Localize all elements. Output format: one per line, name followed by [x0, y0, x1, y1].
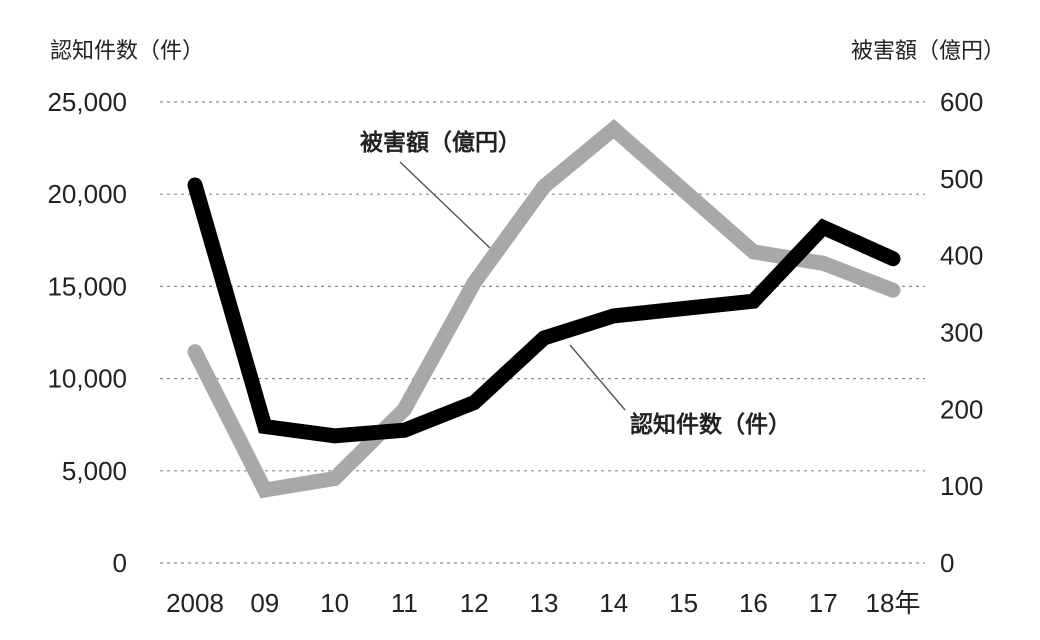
x-tick-label: 12 — [460, 588, 489, 618]
left-axis-ticks: 0 5,000 10,000 15,000 20,000 25,000 — [47, 87, 127, 578]
x-tick-label: 10 — [320, 588, 349, 618]
x-tick-label: 14 — [599, 588, 628, 618]
x-tick-label: 16 — [739, 588, 768, 618]
right-tick-label: 500 — [940, 164, 983, 194]
x-tick-label: 18年 — [866, 588, 921, 618]
x-axis-ticks: 2008 09 10 11 12 13 14 15 16 17 18年 — [166, 588, 920, 618]
x-tick-label: 2008 — [166, 588, 224, 618]
left-tick-label: 5,000 — [62, 456, 127, 486]
x-tick-label: 09 — [250, 588, 279, 618]
annotation-count: 認知件数（件） — [630, 411, 791, 438]
right-tick-label: 300 — [940, 318, 983, 348]
left-tick-label: 20,000 — [47, 179, 127, 209]
right-tick-label: 0 — [940, 548, 954, 578]
left-tick-label: 15,000 — [47, 271, 127, 301]
x-tick-label: 11 — [391, 588, 418, 618]
gridlines — [160, 101, 925, 564]
series-line-count — [187, 177, 901, 444]
left-tick-label: 10,000 — [47, 364, 127, 394]
series-lines — [187, 119, 901, 499]
right-tick-label: 400 — [940, 241, 983, 271]
right-tick-label: 600 — [940, 87, 983, 117]
annotation-leader-damage — [399, 161, 491, 249]
x-tick-label: 17 — [809, 588, 838, 618]
right-tick-label: 100 — [940, 471, 983, 501]
left-axis-title: 認知件数（件） — [50, 39, 204, 64]
right-tick-label: 200 — [940, 394, 983, 424]
x-tick-label: 13 — [530, 588, 559, 618]
right-axis-title: 被害額（億円） — [851, 39, 1005, 64]
series-line-damage — [187, 119, 901, 499]
right-axis-ticks: 0 100 200 300 400 500 600 — [940, 87, 983, 578]
x-tick-label: 15 — [669, 588, 698, 618]
left-tick-label: 0 — [113, 548, 127, 578]
annotation-damage: 被害額（億円） — [360, 129, 521, 156]
annotation-leader-count — [569, 344, 626, 411]
left-tick-label: 25,000 — [47, 87, 127, 117]
